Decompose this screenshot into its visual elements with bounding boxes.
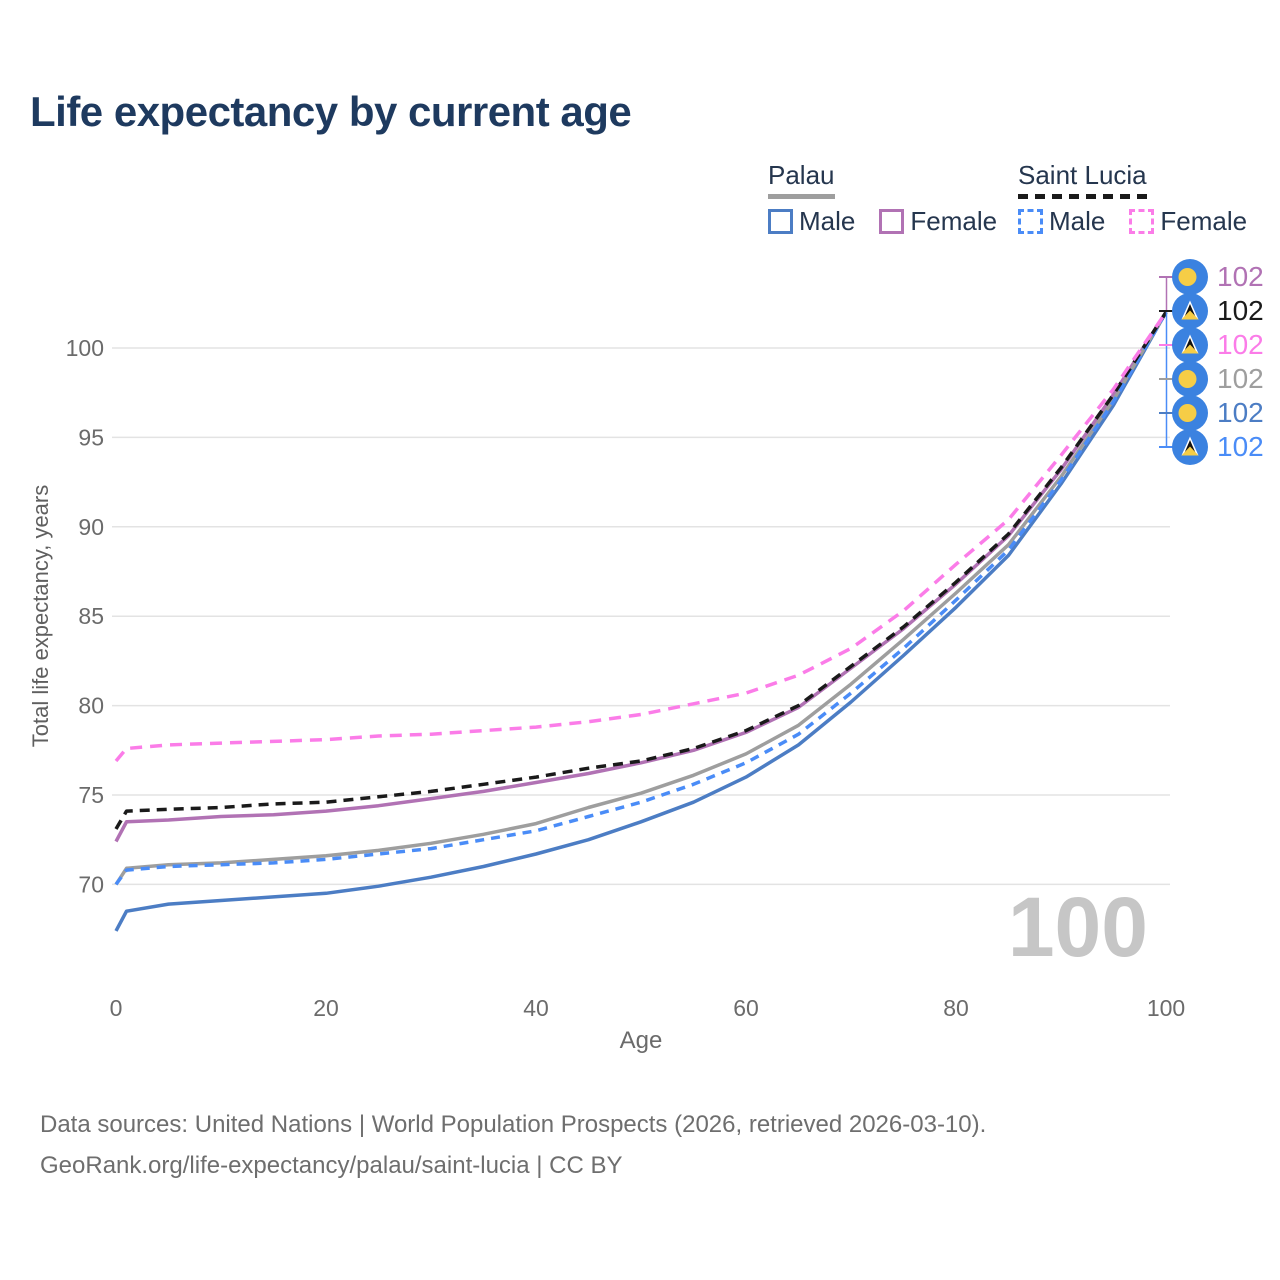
legend-group-saint-lucia: Saint Lucia Male Female: [1018, 160, 1247, 237]
palau-flag-icon: [1172, 259, 1208, 295]
page-title: Life expectancy by current age: [30, 88, 632, 135]
legend-swatch-saint-lucia-female[interactable]: [1129, 209, 1155, 234]
end-label-value: 102: [1217, 329, 1264, 360]
y-tick-label: 85: [78, 603, 104, 629]
legend-underline-palau: [768, 194, 835, 199]
legend-item-label: Male: [1049, 206, 1106, 236]
legend-group-palau: Palau Male Female: [768, 160, 997, 237]
legend-items-palau: Male Female: [768, 206, 997, 237]
series-saint-lucia-female: [114, 311, 1168, 763]
saint-lucia-flag-icon: [1172, 429, 1208, 465]
legend-swatch-palau-female[interactable]: [879, 209, 905, 234]
footer-attribution: GeoRank.org/life-expectancy/palau/saint-…: [40, 1152, 623, 1179]
x-axis-title: Age: [620, 1027, 663, 1054]
legend-item-palau-female[interactable]: Female: [879, 206, 997, 237]
series-saint-lucia-total: [114, 311, 1168, 830]
footer-data-sources: Data sources: United Nations | World Pop…: [40, 1111, 987, 1138]
life-expectancy-line-chart: 70 75 80 85 90 95 100 0 20 40 60 80 100 Age Total life…: [28, 276, 1185, 1054]
legend-country-label: Palau: [768, 160, 835, 190]
legend-underline-saint-lucia: [1018, 194, 1147, 199]
x-tick-label: 0: [110, 995, 123, 1021]
y-tick-label: 90: [78, 514, 104, 540]
series-palau-male: [114, 311, 1168, 932]
legend-country-label: Saint Lucia: [1018, 160, 1147, 190]
palau-flag-icon: [1172, 395, 1208, 431]
end-label-saint-lucia-male: 102: [1172, 429, 1264, 465]
end-label-value: 102: [1217, 261, 1264, 292]
x-tick-label: 100: [1147, 995, 1185, 1021]
legend-item-label: Female: [1160, 206, 1248, 236]
end-label-value: 102: [1217, 295, 1264, 326]
footer: Data sources: United Nations | World Pop…: [40, 1104, 986, 1186]
y-tick-label: 75: [78, 782, 104, 808]
y-tick-label: 80: [78, 693, 104, 719]
palau-flag-icon: [1172, 361, 1208, 397]
legend-swatch-palau-male[interactable]: [768, 209, 793, 234]
legend-item-label: Female: [910, 206, 998, 236]
legend-item-saint-lucia-male[interactable]: Male: [1018, 206, 1105, 237]
legend-items-saint-lucia: Male Female: [1018, 206, 1247, 237]
legend-item-palau-male[interactable]: Male: [768, 206, 855, 237]
y-tick-label: 70: [78, 871, 104, 897]
y-tick-label: 100: [66, 335, 104, 361]
age-counter-watermark: 100: [1008, 880, 1148, 974]
end-label-palau-male: 102: [1172, 395, 1264, 431]
series-palau-female: [114, 311, 1168, 843]
x-tick-label: 80: [943, 995, 969, 1021]
series-palau-total: [114, 311, 1168, 886]
x-tick-label: 20: [313, 995, 339, 1021]
legend-country-saint-lucia: Saint Lucia: [1018, 160, 1147, 199]
legend-swatch-saint-lucia-male[interactable]: [1018, 209, 1043, 234]
saint-lucia-flag-icon: [1172, 293, 1208, 329]
end-label-palau-total: 102: [1172, 361, 1264, 397]
legend-item-label: Male: [799, 206, 856, 236]
end-label-palau-female: 102: [1172, 259, 1264, 295]
x-tick-label: 60: [733, 995, 759, 1021]
series-saint-lucia-male: [114, 311, 1168, 886]
y-tick-label: 95: [78, 424, 104, 450]
legend-item-saint-lucia-female[interactable]: Female: [1129, 206, 1247, 237]
end-label-value: 102: [1217, 363, 1264, 394]
saint-lucia-flag-icon: [1172, 327, 1208, 363]
end-label-value: 102: [1217, 397, 1264, 428]
legend-country-palau: Palau: [768, 160, 835, 199]
x-tick-label: 40: [523, 995, 549, 1021]
end-label-saint-lucia-total: 102: [1172, 293, 1264, 329]
y-axis-title: Total life expectancy, years: [28, 485, 53, 748]
end-label-value: 102: [1217, 431, 1264, 462]
end-label-saint-lucia-female: 102: [1172, 327, 1264, 363]
